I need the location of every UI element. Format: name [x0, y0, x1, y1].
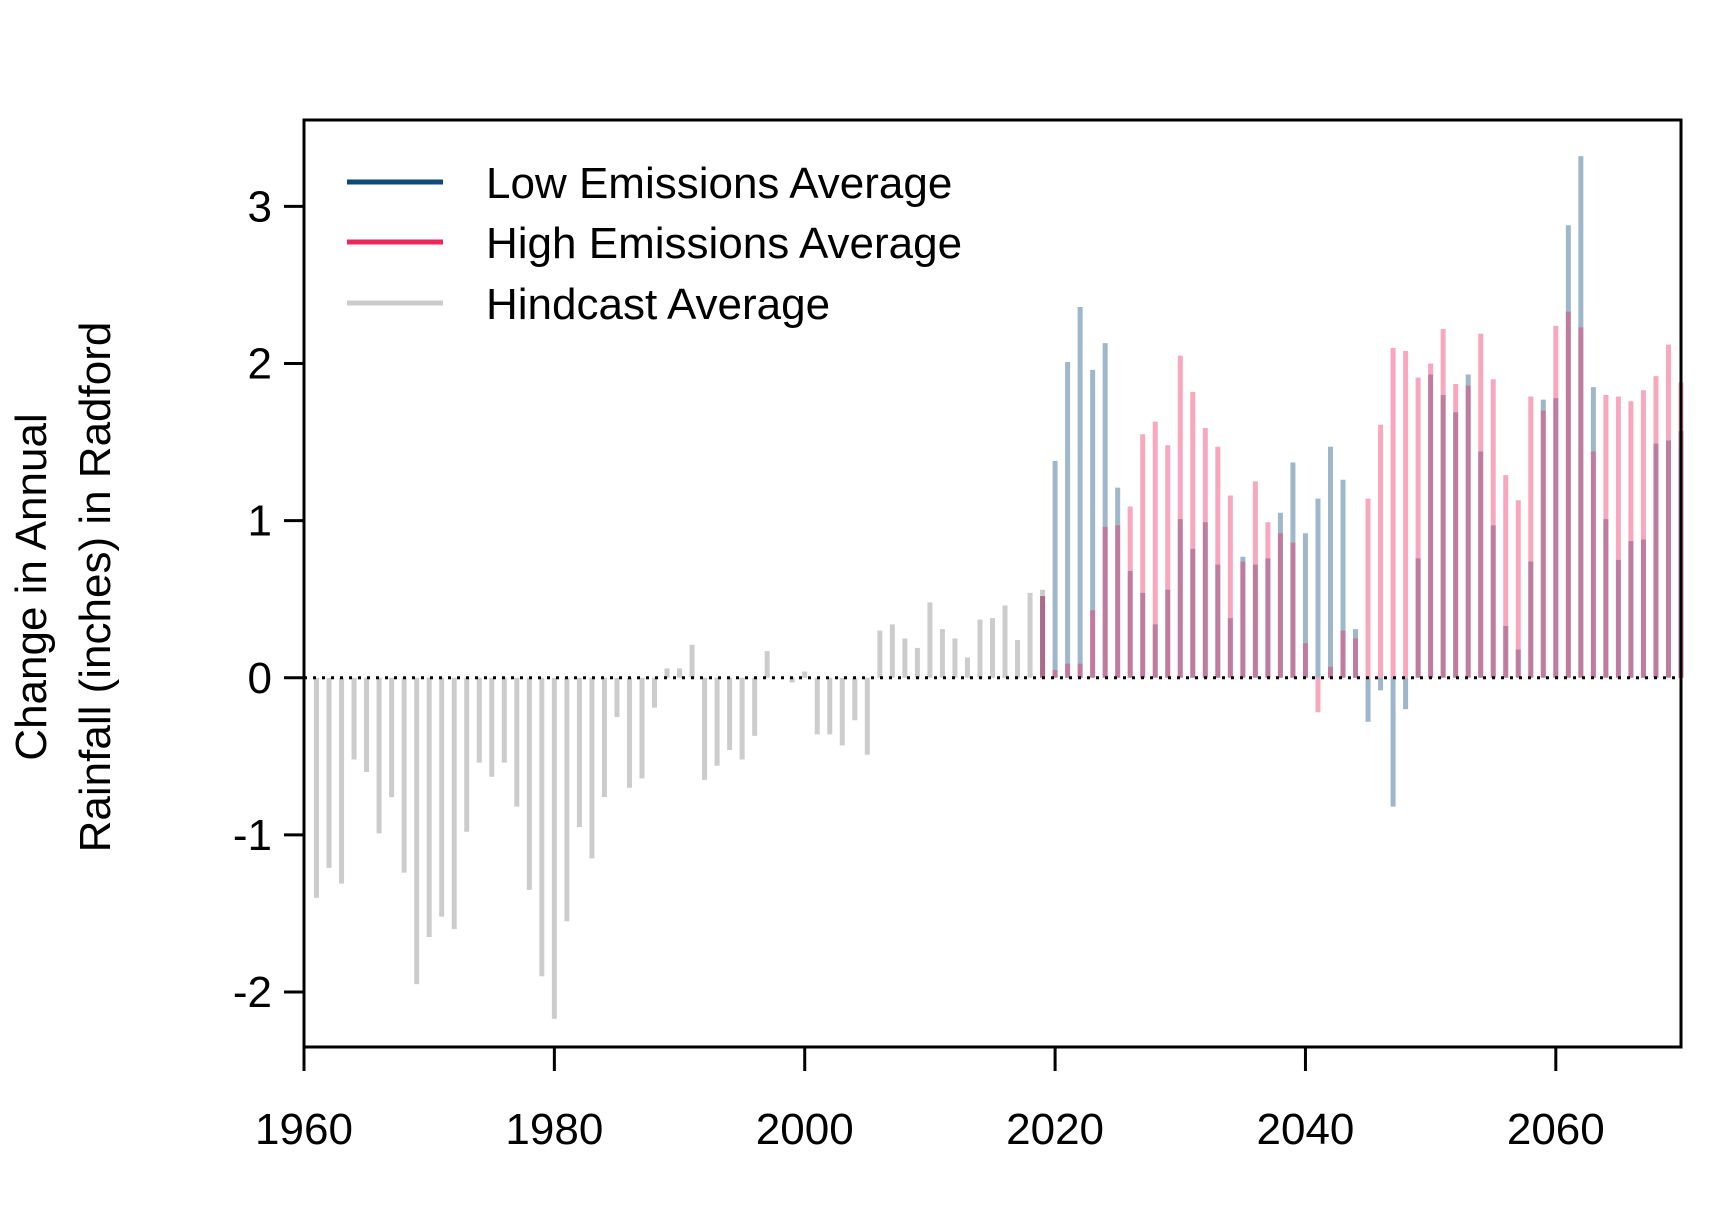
- x-tick-label-1960: 1960: [255, 1105, 353, 1154]
- y-tick-label--1: -1: [233, 811, 272, 860]
- y-axis-title-line2: Rainfall (inches) in Radford: [71, 322, 120, 853]
- x-tick-label-2060: 2060: [1507, 1105, 1605, 1154]
- y-axis: -2 -1 0 1 2 3: [233, 182, 304, 1017]
- y-tick-label--2: -2: [233, 968, 272, 1017]
- bars-layer: [314, 156, 1684, 1019]
- legend-label-high: High Emissions Average: [486, 219, 962, 268]
- x-tick-label-2000: 2000: [756, 1105, 854, 1154]
- y-tick-label-1: 1: [248, 497, 272, 546]
- legend-label-low: Low Emissions Average: [486, 159, 952, 208]
- x-tick-label-1980: 1980: [505, 1105, 603, 1154]
- y-tick-label-3: 3: [248, 182, 272, 231]
- y-axis-title-line1: Change in Annual: [7, 413, 56, 760]
- x-tick-label-2040: 2040: [1257, 1105, 1355, 1154]
- x-axis: 1960 1980 2000 2020 2040 2060: [255, 1045, 1605, 1154]
- legend-label-hindcast: Hindcast Average: [486, 280, 830, 329]
- x-tick-label-2020: 2020: [1006, 1105, 1104, 1154]
- y-tick-label-0: 0: [248, 654, 272, 703]
- legend: Low Emissions Average High Emissions Ave…: [347, 159, 962, 329]
- y-tick-label-2: 2: [248, 340, 272, 389]
